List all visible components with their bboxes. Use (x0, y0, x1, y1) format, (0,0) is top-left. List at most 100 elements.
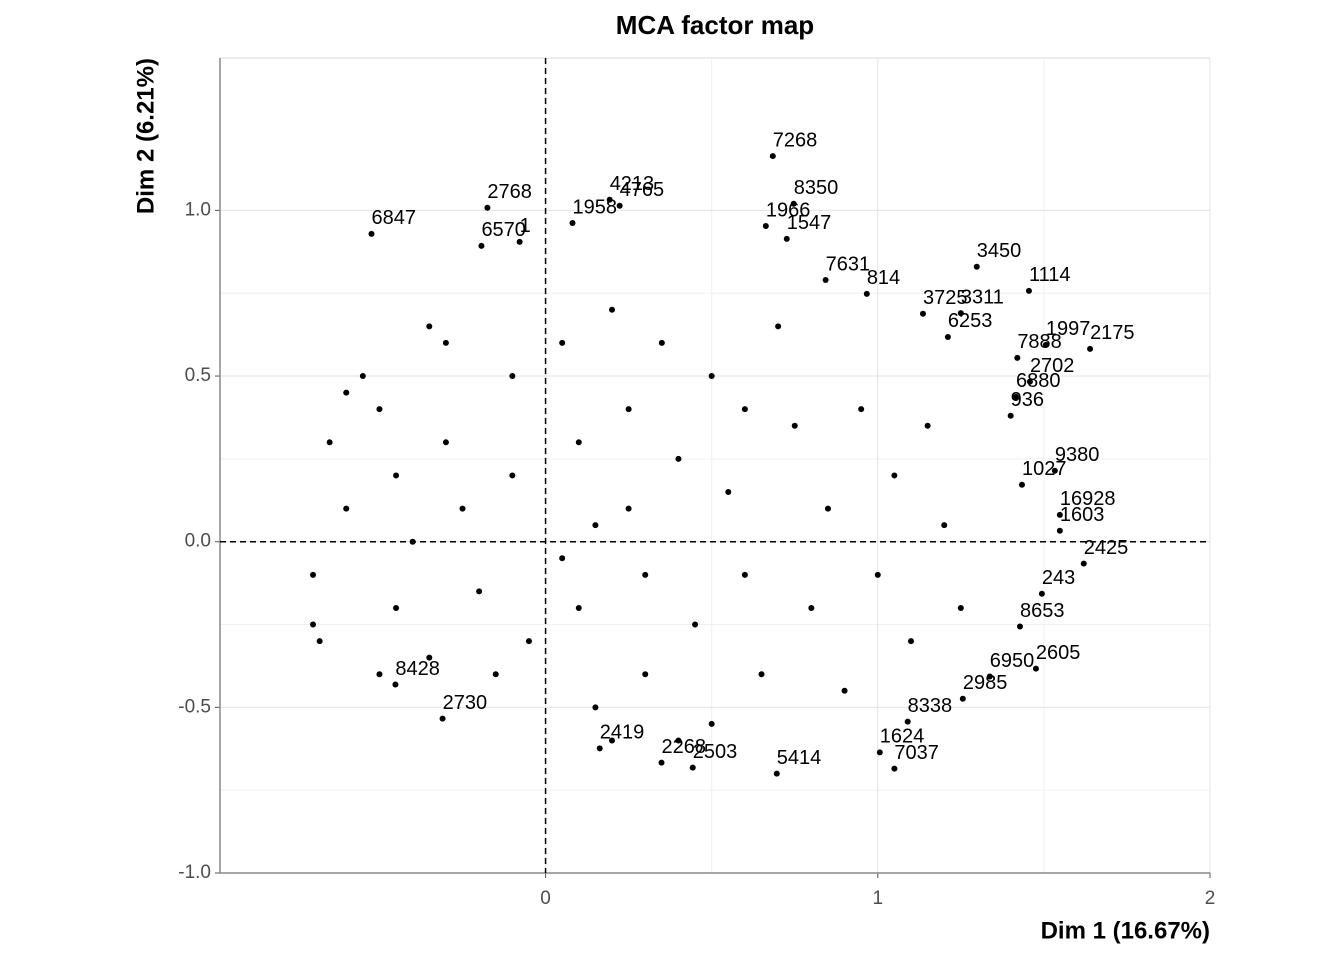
point (625, 406, 632, 413)
point-label: 2605 (1036, 642, 1081, 664)
point (1056, 527, 1063, 534)
point (596, 745, 603, 752)
point-label: 6253 (948, 310, 993, 332)
point (790, 200, 797, 207)
point (908, 638, 915, 645)
point (1042, 341, 1049, 348)
point-label: 2985 (963, 672, 1008, 694)
point (559, 339, 566, 346)
point (959, 695, 966, 702)
point (459, 505, 466, 512)
point (376, 671, 383, 678)
point (569, 219, 576, 226)
point (393, 472, 400, 479)
point (783, 235, 790, 242)
point (1014, 354, 1021, 361)
point (575, 439, 582, 446)
point (924, 422, 931, 429)
point (525, 638, 532, 645)
point (316, 638, 323, 645)
point (658, 339, 665, 346)
point (492, 671, 499, 678)
point-label: 8428 (395, 658, 440, 680)
point (516, 238, 523, 245)
point (658, 759, 665, 766)
point (409, 538, 416, 545)
point (509, 373, 516, 380)
point (426, 323, 433, 330)
point (708, 720, 715, 727)
chart-title: MCA factor map (616, 10, 814, 40)
point (575, 604, 582, 611)
point (625, 505, 632, 512)
point (343, 389, 350, 396)
y-tick-label: 1.0 (185, 199, 211, 220)
point-label: 1547 (787, 212, 832, 234)
point (863, 290, 870, 297)
point-label: 6570 (481, 219, 525, 241)
point (609, 737, 616, 744)
point-label: 2730 (443, 692, 488, 714)
point (758, 671, 765, 678)
point (725, 489, 732, 496)
x-axis-label: Dim 1 (16.67%) (1041, 917, 1210, 944)
point (393, 604, 400, 611)
point (1038, 590, 1045, 597)
point (442, 339, 449, 346)
point-label: 1966 (766, 199, 811, 221)
point-label: 8338 (908, 695, 953, 717)
point-label: 5414 (777, 747, 822, 769)
point (741, 571, 748, 578)
point (616, 202, 623, 209)
point (392, 681, 399, 688)
point-label: 243 (1042, 567, 1075, 589)
point (891, 472, 898, 479)
plot-panel (219, 57, 1211, 874)
point (791, 422, 798, 429)
point (642, 571, 649, 578)
point (824, 505, 831, 512)
point (343, 505, 350, 512)
point-label: 2768 (487, 181, 531, 203)
point (944, 333, 951, 340)
point (675, 455, 682, 462)
point (973, 263, 980, 270)
point-label: 8350 (794, 177, 839, 199)
point (310, 571, 317, 578)
point (442, 439, 449, 446)
point (559, 555, 566, 562)
point (675, 737, 682, 744)
point (326, 439, 333, 446)
point-label: 1958 (572, 196, 617, 218)
point (1087, 345, 1094, 352)
point (1012, 393, 1019, 400)
point-label: 1997 (1046, 318, 1091, 340)
point-label: 2702 (1030, 355, 1075, 377)
point (1080, 560, 1087, 567)
point (1032, 665, 1039, 672)
y-tick-label: -0.5 (178, 696, 211, 717)
point (1007, 412, 1014, 419)
x-tick-label: 2 (1205, 888, 1216, 909)
point (808, 604, 815, 611)
x-tick-label: 1 (872, 888, 883, 909)
point-label: 1603 (1060, 504, 1105, 526)
point-label: 2268 (662, 736, 707, 758)
point (858, 406, 865, 413)
point (1025, 287, 1032, 294)
point-label: 3725 (923, 287, 968, 309)
point-label: 814 (867, 267, 900, 289)
point (741, 406, 748, 413)
y-tick-label: 0.5 (185, 365, 211, 386)
point (642, 671, 649, 678)
point-label: 1 (520, 215, 531, 237)
point (1056, 511, 1063, 518)
point-label: 7631 (826, 253, 871, 275)
point-label: 6880 (1016, 370, 1061, 392)
y-tick-label: 0.0 (185, 531, 211, 552)
point-label: 6950 (990, 650, 1035, 672)
point-label: 3450 (977, 240, 1022, 262)
point-label: 7037 (894, 742, 939, 764)
point-label: 1114 (1029, 264, 1071, 286)
